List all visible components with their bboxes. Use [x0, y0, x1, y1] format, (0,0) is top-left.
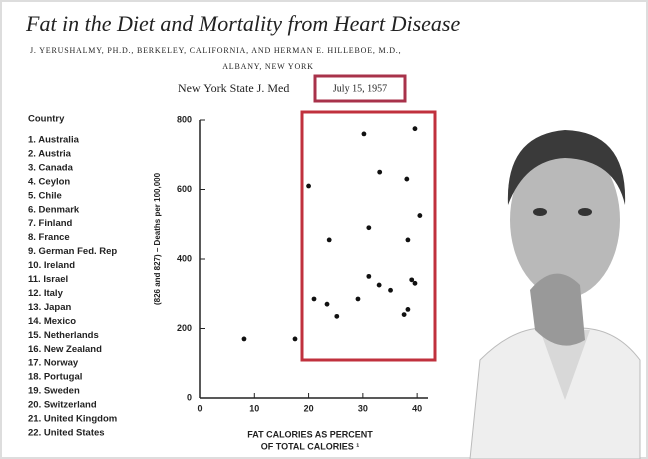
- y-tick-label: 200: [177, 323, 192, 333]
- country: 11. Israel: [28, 274, 68, 285]
- country: 4. Ceylon: [28, 176, 70, 187]
- portrait: [469, 130, 641, 459]
- date-highlight: [313, 74, 407, 103]
- x-tick-label: 0: [197, 403, 202, 413]
- y-tick-label: 0: [187, 392, 192, 402]
- hand: [530, 273, 585, 346]
- date: July 15, 1957: [333, 83, 387, 94]
- authors: J. YERUSHALMY, PH.D., BERKELEY, CALIFORN…: [30, 46, 401, 55]
- journal: New York State J. Med: [178, 81, 289, 95]
- country: 3. Canada: [28, 162, 74, 173]
- point: [311, 296, 317, 302]
- point: [355, 296, 361, 302]
- country: 15. Netherlands: [28, 330, 99, 341]
- point: [306, 183, 311, 189]
- country: 2. Austria: [28, 148, 72, 159]
- country: 5. Chile: [28, 190, 62, 201]
- title: Fat in the Diet and Mortality from Heart…: [25, 11, 460, 36]
- country: 12. Italy: [28, 288, 64, 299]
- country: 17. Norway: [28, 358, 79, 369]
- scatter-plot: 0 200 400 600 800 0 10 20 30 40 (826 and 827) – De…: [153, 114, 428, 451]
- point: [376, 282, 382, 288]
- country: 22. United States: [28, 427, 105, 438]
- point: [241, 336, 247, 342]
- point: [405, 237, 411, 243]
- country: 8. France: [28, 232, 70, 243]
- hair: [507, 130, 626, 205]
- x-tick-label: 30: [358, 403, 368, 413]
- point: [361, 131, 367, 137]
- x-tick-label: 20: [304, 403, 314, 413]
- country: 18. Portugal: [28, 372, 82, 383]
- y-tick-label: 800: [177, 114, 192, 124]
- point: [334, 313, 340, 319]
- point: [324, 301, 330, 307]
- eye: [578, 208, 592, 216]
- collar: [540, 330, 590, 400]
- x-tick-label: 40: [412, 403, 422, 413]
- country: 7. Finland: [28, 218, 73, 229]
- x-tick-label: 10: [249, 403, 259, 413]
- point: [412, 126, 418, 132]
- point: [405, 306, 411, 312]
- country: 19. Sweden: [28, 386, 80, 397]
- country: 1. Australia: [28, 135, 80, 146]
- point: [366, 273, 372, 279]
- point: [326, 237, 332, 243]
- point: [412, 280, 418, 286]
- point: [409, 277, 415, 283]
- y-tick-label: 600: [177, 184, 192, 194]
- country: 6. Denmark: [28, 204, 80, 215]
- country: 14. Mexico: [28, 316, 76, 327]
- x-axis-label: FAT CALORIES AS PERCENT: [247, 429, 373, 439]
- country-list: 1. Australia 2. Austria 3. Canada 4. Ceylon…: [28, 135, 117, 439]
- country: 16. New Zealand: [28, 344, 102, 355]
- face: [510, 142, 620, 298]
- point: [401, 312, 407, 317]
- country: 13. Japan: [28, 302, 71, 313]
- country: 10. Ireland: [28, 260, 75, 271]
- eye: [533, 208, 547, 216]
- location: ALBANY, NEW YORK: [222, 62, 314, 71]
- point: [292, 336, 298, 342]
- x-axis-label: OF TOTAL CALORIES ¹: [261, 441, 360, 451]
- highlight-box: [300, 110, 437, 362]
- point: [366, 225, 372, 231]
- y-tick-label: 400: [177, 253, 192, 263]
- y-axis-label: (826 and 827) – Deaths per 100,000: [153, 172, 162, 305]
- point: [404, 176, 410, 182]
- country: 20. Switzerland: [28, 400, 97, 411]
- point: [417, 213, 423, 218]
- country: 21. United Kingdom: [28, 414, 117, 425]
- country-heading: Country: [28, 114, 65, 125]
- point: [388, 287, 393, 293]
- country: 9. German Fed. Rep: [28, 246, 117, 257]
- point: [377, 169, 383, 175]
